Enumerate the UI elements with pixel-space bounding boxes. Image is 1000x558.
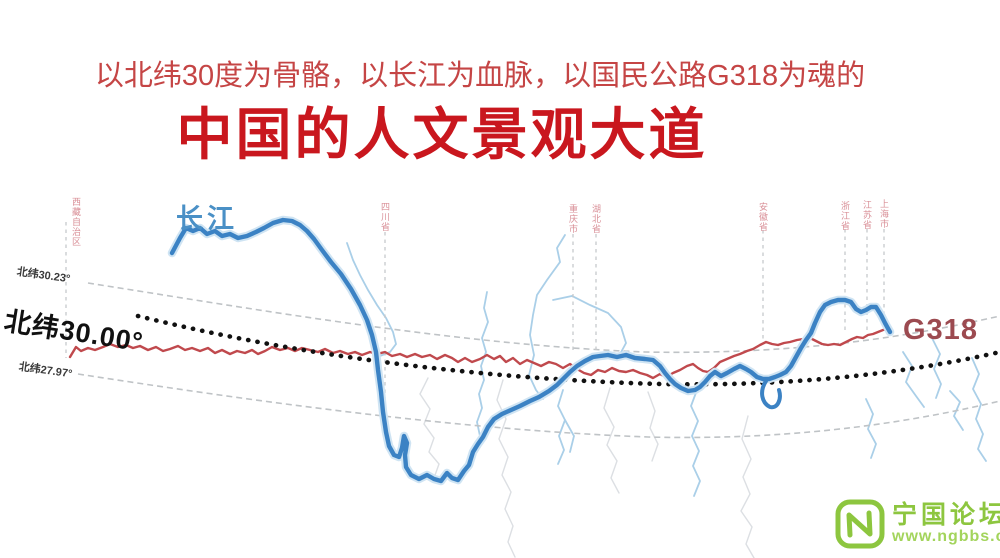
yangtze-river-line	[169, 217, 893, 484]
g318-route-line	[68, 327, 890, 380]
yangtze-river-label: 长江	[176, 204, 238, 234]
latitude-30-00-line	[135, 313, 1000, 387]
watermark-site-url: www.ngbbs.cn	[892, 528, 1000, 546]
g318-road-label: G318	[903, 314, 978, 346]
province-label-sichuan: 四川省	[380, 202, 390, 232]
province-label-anhui: 安徽省	[758, 202, 768, 232]
province-label-zhejiang: 浙江省	[840, 201, 850, 231]
province-label-jiangsu: 江苏省	[862, 200, 872, 230]
ngbbs-logo-icon	[835, 499, 885, 549]
latitude-30-23-line	[87, 282, 1000, 354]
watermark: 宁国论坛 www.ngbbs.cn	[834, 498, 1000, 550]
poyang-lake-branch	[760, 379, 782, 410]
province-label-tibet: 西藏自治区	[71, 197, 81, 247]
watermark-site-name: 宁国论坛	[892, 500, 1000, 529]
province-label-chongqing: 重庆市	[568, 204, 578, 234]
province-label-shanghai: 上海市	[879, 199, 889, 229]
tributary-rivers	[346, 234, 987, 497]
province-label-hubei: 湖北省	[591, 204, 601, 234]
page-subtitle: 以北纬30度为骨骼，以长江为血脉，以国民公路G318为魂的	[94, 60, 866, 92]
page-title: 中国的人文景观大道	[176, 103, 708, 166]
latitude-27-97-line	[77, 373, 1000, 439]
watermark-text: 宁国论坛 www.ngbbs.cn	[892, 502, 1000, 546]
